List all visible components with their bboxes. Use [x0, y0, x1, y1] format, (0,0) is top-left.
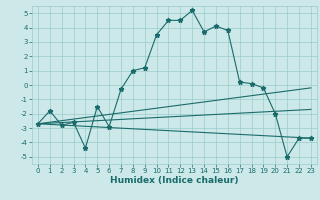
X-axis label: Humidex (Indice chaleur): Humidex (Indice chaleur)	[110, 176, 239, 185]
